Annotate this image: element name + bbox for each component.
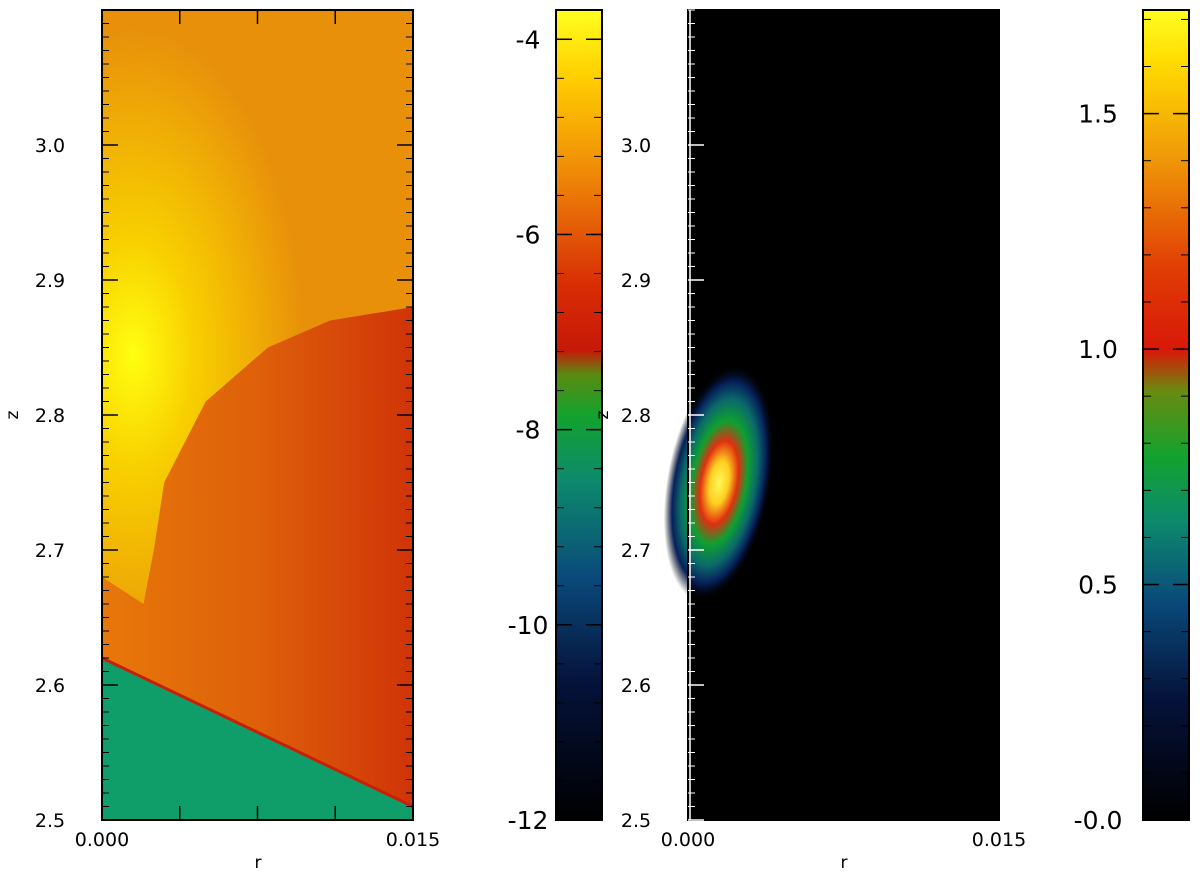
p1-ylabel: z bbox=[3, 410, 23, 419]
p1-x-ticks: 0.000 0.015 bbox=[75, 10, 440, 851]
colorbar-tick-label: -6 bbox=[516, 220, 541, 249]
colorbar-1-ticks: -4 -6 -8 -10 -12 bbox=[508, 25, 602, 835]
y-tick-label: 2.6 bbox=[35, 675, 65, 697]
p2-x-ticks: 0.000 0.015 bbox=[661, 10, 1026, 851]
y-tick-label: 2.7 bbox=[621, 540, 651, 562]
y-tick-label: 2.9 bbox=[621, 270, 651, 292]
x-tick-label: 0.000 bbox=[661, 829, 715, 851]
x-tick-label: 0.015 bbox=[386, 829, 440, 851]
colorbar-tick-label: -12 bbox=[508, 806, 549, 835]
y-tick-label: 3.0 bbox=[35, 135, 65, 157]
colorbar-tick-label: -8 bbox=[516, 416, 541, 445]
y-tick-label: 3.0 bbox=[621, 135, 651, 157]
y-tick-label: 2.8 bbox=[35, 405, 65, 427]
y-tick-label: 2.6 bbox=[621, 675, 651, 697]
p1-xlabel: r bbox=[255, 853, 262, 873]
y-tick-label: 2.9 bbox=[35, 270, 65, 292]
y-tick-label: 2.7 bbox=[35, 540, 65, 562]
colorbar-tick-label: -4 bbox=[516, 25, 541, 54]
colorbar-2-ticks: 1.5 1.0 0.5 -0.0 bbox=[1074, 18, 1189, 835]
colorbar-tick-label: -10 bbox=[508, 611, 549, 640]
p2-blob bbox=[663, 363, 775, 602]
panel-2-heatmap: 2.5 2.6 2.7 2.8 2.9 3.0 0.000 0.015 bbox=[621, 9, 1026, 851]
x-tick-label: 0.015 bbox=[972, 829, 1026, 851]
p1-green-region bbox=[102, 658, 413, 820]
colorbar-tick-label: 1.5 bbox=[1078, 100, 1118, 129]
colorbar-tick-label: -0.0 bbox=[1074, 806, 1123, 835]
colorbar-1-gradient bbox=[555, 9, 603, 821]
p1-y-ticks: 2.5 2.6 2.7 2.8 2.9 3.0 bbox=[35, 9, 413, 832]
y-tick-label: 2.5 bbox=[621, 810, 651, 832]
colorbar-2-gradient bbox=[1142, 9, 1190, 821]
x-tick-label: 0.000 bbox=[75, 829, 129, 851]
p1-front-line bbox=[101, 656, 414, 808]
p1-yellow-region bbox=[102, 10, 413, 604]
p2-y-ticks: 2.5 2.6 2.7 2.8 2.9 3.0 bbox=[621, 9, 999, 832]
colorbar-2: 1.5 1.0 0.5 -0.0 bbox=[1074, 9, 1190, 835]
colorbar-tick-label: 1.0 bbox=[1078, 335, 1118, 364]
y-tick-label: 2.8 bbox=[621, 405, 651, 427]
panel-1-heatmap: 2.5 2.6 2.7 2.8 2.9 3.0 0.000 0.015 bbox=[35, 9, 440, 851]
colorbar-tick-label: 0.5 bbox=[1078, 571, 1118, 600]
p2-ylabel: z bbox=[593, 410, 613, 419]
colorbar-1: -4 -6 -8 -10 -12 bbox=[508, 9, 603, 835]
p2-xlabel: r bbox=[841, 853, 848, 873]
y-tick-label: 2.5 bbox=[35, 810, 65, 832]
